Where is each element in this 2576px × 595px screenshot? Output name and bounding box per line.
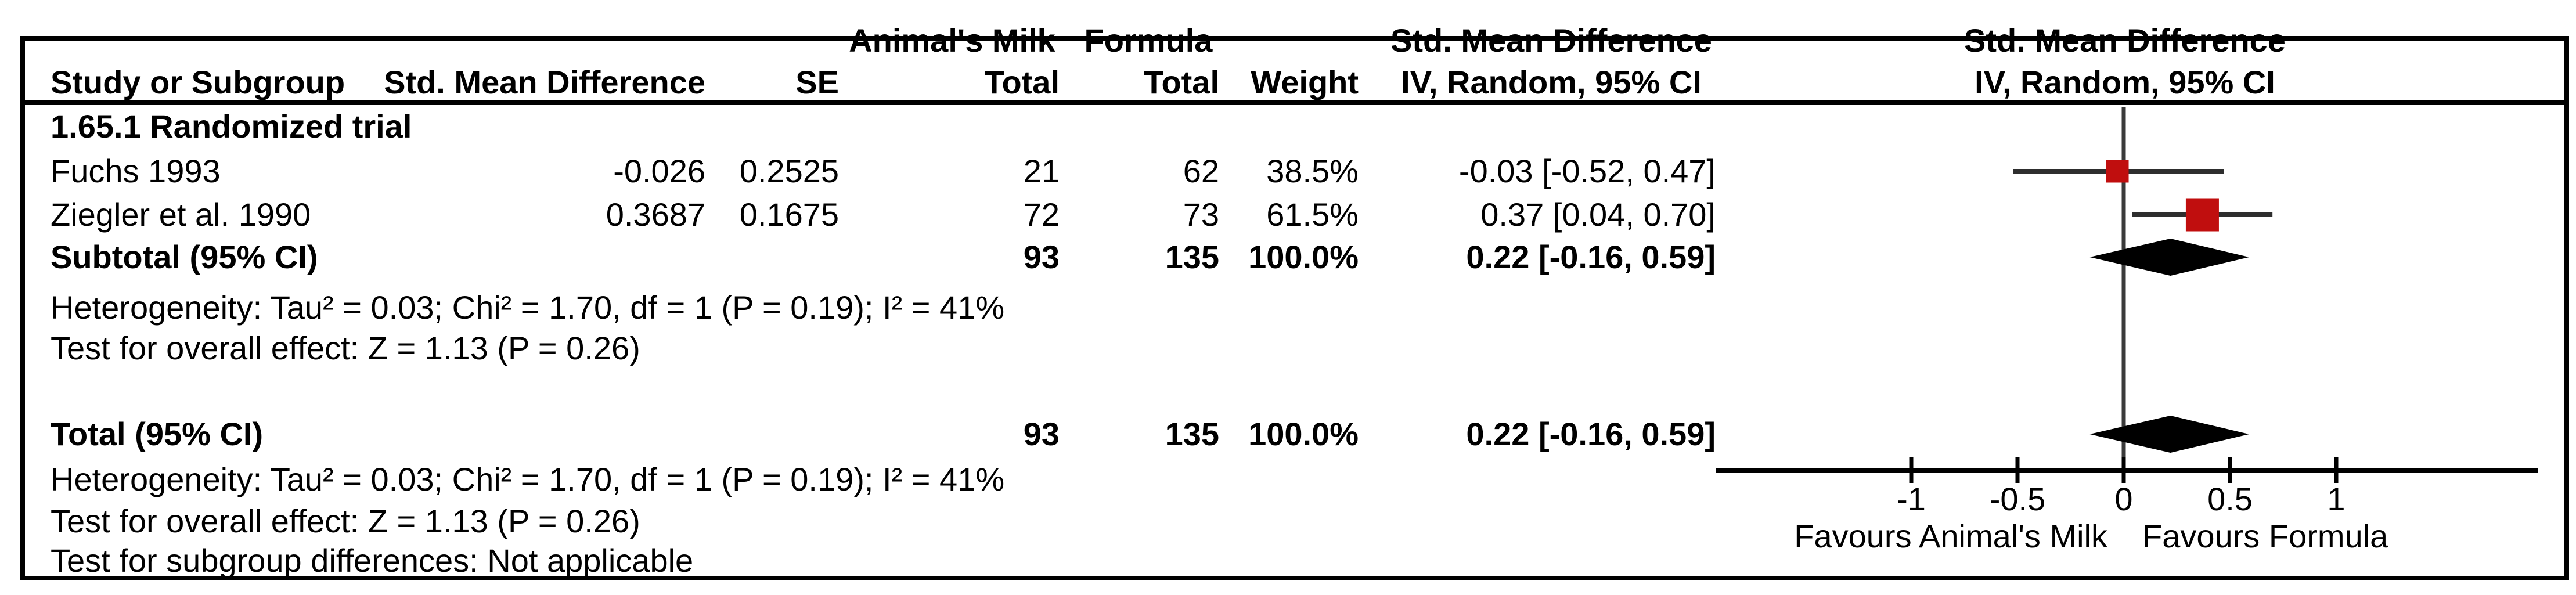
total-total1: 93	[1023, 416, 1060, 452]
subtotal-total1: 93	[1023, 239, 1060, 275]
total-total2: 135	[1165, 416, 1219, 452]
study-cell-name: Ziegler et al. 1990	[51, 196, 311, 233]
x-axis-tick-label: -1	[1897, 481, 1926, 517]
study-cell-se: 0.1675	[739, 196, 839, 233]
total-weight: 100.0%	[1248, 416, 1359, 452]
header-iv-plot-col: IV, Random, 95% CI	[1975, 64, 2275, 100]
study-cell-total1: 72	[1023, 196, 1060, 233]
subgroup-heterogeneity-note: Heterogeneity: Tau² = 0.03; Chi² = 1.70,…	[51, 289, 1005, 326]
header-total2: Total	[1144, 64, 1219, 100]
x-axis-tick-label: -0.5	[1989, 481, 2046, 517]
study-cell-smd: 0.3687	[606, 196, 705, 233]
study-cell-smd: -0.026	[613, 153, 705, 189]
total-overall-effect-note: Test for overall effect: Z = 1.13 (P = 0…	[51, 503, 640, 539]
study-cell-name: Fuchs 1993	[51, 153, 221, 189]
study-cell-se: 0.2525	[739, 153, 839, 189]
study-cell-ci_text: -0.03 [-0.52, 0.47]	[1458, 153, 1716, 189]
study-cell-total2: 73	[1183, 196, 1219, 233]
header-iv-text-col: IV, Random, 95% CI	[1401, 64, 1702, 100]
header-total1: Total	[984, 64, 1060, 100]
header-smd-text-col: Std. Mean Difference	[1390, 22, 1712, 59]
subtotal-label: Subtotal (95% CI)	[51, 239, 318, 275]
study-cell-weight: 61.5%	[1266, 196, 1359, 233]
study-cell-weight: 38.5%	[1266, 153, 1359, 189]
favours-right-label: Favours Formula	[2142, 518, 2388, 554]
total-label: Total (95% CI)	[51, 416, 264, 452]
subtotal-diamond	[2089, 239, 2249, 276]
header-study: Study or Subgroup	[51, 64, 345, 100]
header-group1: Animal's Milk	[849, 22, 1055, 59]
header-weight: Weight	[1251, 64, 1359, 100]
x-axis-tick-label: 1	[2327, 481, 2346, 517]
study-cell-ci_text: 0.37 [0.04, 0.70]	[1480, 196, 1716, 233]
subgroup-label: 1.65.1 Randomized trial	[51, 108, 412, 145]
header-divider-line	[20, 100, 2569, 105]
subtotal-weight: 100.0%	[1248, 239, 1359, 275]
subtotal-total2: 135	[1165, 239, 1219, 275]
effect-square	[2106, 160, 2129, 183]
header-se: SE	[795, 64, 839, 100]
subgroup-overall-effect-note: Test for overall effect: Z = 1.13 (P = 0…	[51, 330, 640, 366]
subtotal-ci-text: 0.22 [-0.16, 0.59]	[1466, 239, 1716, 275]
x-axis-tick-label: 0	[2114, 481, 2133, 517]
subgroup-differences-note: Test for subgroup differences: Not appli…	[51, 542, 694, 579]
figure-border	[20, 36, 2569, 580]
x-axis-tick-label: 0.5	[2207, 481, 2253, 517]
study-cell-total1: 21	[1023, 153, 1060, 189]
favours-left-label: Favours Animal's Milk	[1794, 518, 2107, 554]
header-group2: Formula	[1084, 22, 1213, 59]
total-diamond	[2089, 416, 2249, 453]
header-smd-plot-col: Std. Mean Difference	[1964, 22, 2286, 59]
effect-square	[2185, 198, 2219, 232]
header-smd: Std. Mean Difference	[384, 64, 705, 100]
total-heterogeneity-note: Heterogeneity: Tau² = 0.03; Chi² = 1.70,…	[51, 461, 1005, 497]
total-ci-text: 0.22 [-0.16, 0.59]	[1466, 416, 1716, 452]
study-cell-total2: 62	[1183, 153, 1219, 189]
